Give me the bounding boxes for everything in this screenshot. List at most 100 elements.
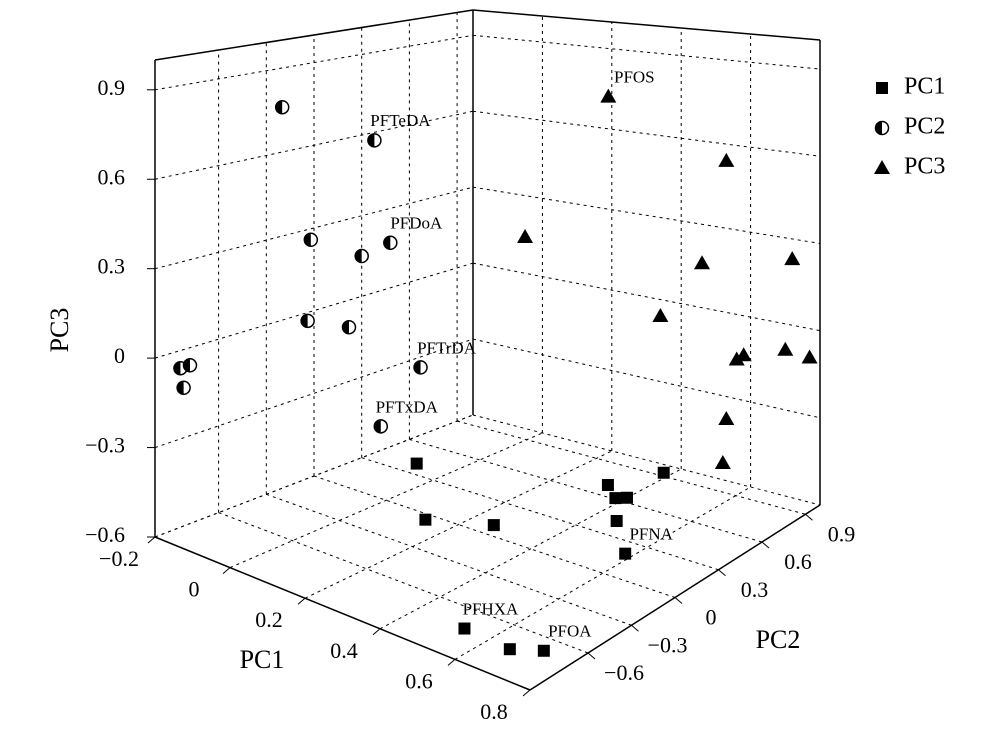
marker [176, 380, 191, 396]
tick-mark [372, 628, 381, 636]
point-label: PFTrDA [417, 338, 477, 357]
point-label: PFDoA [390, 214, 443, 233]
grid-line [472, 414, 821, 506]
legend-label: PC1 [904, 74, 945, 100]
point-label: PFNA [629, 525, 673, 544]
y-tick-label: 0.3 [741, 577, 769, 602]
z-tick-label: 0.6 [98, 164, 126, 189]
marker [419, 513, 432, 526]
tick-mark [674, 597, 683, 604]
tick-mark [631, 624, 639, 632]
tick-mark [147, 536, 156, 544]
point-label: PFTeDA [370, 111, 431, 130]
z-tick-label: 0.3 [98, 254, 126, 279]
marker [694, 255, 711, 270]
grid-line [454, 486, 751, 660]
grid-line [154, 338, 474, 449]
tick-mark [718, 569, 726, 577]
marker [373, 419, 389, 434]
z-tick-label: −0.3 [85, 433, 125, 458]
box-edge [154, 536, 531, 691]
marker [874, 120, 890, 136]
marker [714, 454, 731, 469]
marker [718, 152, 735, 167]
marker [367, 133, 382, 148]
marker [876, 82, 888, 94]
marker [657, 466, 670, 479]
grid-line [472, 338, 821, 419]
grid-line [154, 186, 474, 270]
box-edge [472, 9, 821, 41]
grid-line [409, 438, 763, 543]
marker [303, 232, 319, 248]
x-tick-label: 0.2 [255, 607, 283, 632]
tick-mark [805, 513, 813, 521]
z-tick-label: 0.9 [98, 75, 126, 100]
tick-mark [447, 659, 456, 666]
tick-mark [587, 652, 596, 660]
grid-line [313, 475, 676, 598]
legend-label: PC2 [904, 114, 945, 140]
grid-line [304, 450, 613, 599]
point-label: PFOS [614, 68, 655, 87]
z-tick-label: −0.6 [85, 522, 125, 547]
y-tick-label: 0.9 [828, 521, 856, 546]
marker [410, 457, 423, 470]
marker [341, 319, 357, 335]
marker [487, 519, 500, 532]
grid-line [472, 262, 821, 332]
y-tick-label: −0.3 [648, 632, 688, 657]
point-label: PFHXA [463, 599, 519, 618]
grid-line [472, 186, 821, 244]
marker [300, 313, 315, 329]
marker [620, 491, 633, 504]
x-axis-label: PC1 [240, 645, 285, 674]
marker [354, 248, 369, 264]
grid-line [379, 468, 682, 630]
box-edge [154, 9, 474, 61]
grid-line [472, 110, 821, 157]
tick-mark [222, 567, 231, 574]
marker [777, 341, 794, 356]
tick-mark [761, 541, 770, 549]
marker [801, 349, 818, 364]
marker [610, 515, 623, 528]
x-tick-label: 0.8 [480, 699, 508, 724]
grid-line [154, 414, 474, 538]
marker [728, 351, 745, 366]
z-tick-label: 0 [114, 343, 125, 368]
y-tick-label: −0.6 [604, 660, 644, 685]
y-axis-label: PC2 [756, 625, 801, 654]
marker [274, 99, 290, 115]
marker [537, 644, 550, 657]
y-tick-label: 0 [706, 605, 717, 630]
grid-line [266, 493, 632, 626]
marker [413, 360, 428, 375]
tick-mark [297, 597, 306, 605]
marker [609, 492, 622, 505]
marker [601, 479, 614, 492]
marker [600, 88, 617, 103]
marker [718, 410, 735, 425]
grid-line [218, 512, 589, 654]
marker [383, 235, 398, 251]
marker [619, 547, 632, 560]
marker [517, 229, 534, 244]
grid-line [472, 34, 821, 70]
x-tick-label: 0.4 [330, 638, 358, 663]
x-tick-label: 0 [189, 577, 200, 602]
point-label: PFTxDA [376, 397, 439, 416]
point-label: PFOA [548, 622, 592, 641]
marker [874, 160, 890, 174]
marker [503, 643, 516, 656]
marker [182, 358, 198, 373]
y-tick-label: 0.6 [784, 549, 812, 574]
z-axis-label: PC3 [45, 308, 74, 353]
grid-line [229, 432, 543, 569]
marker [784, 251, 801, 266]
marker [458, 622, 471, 635]
x-tick-label: −0.2 [99, 546, 139, 571]
tick-mark [522, 689, 531, 697]
